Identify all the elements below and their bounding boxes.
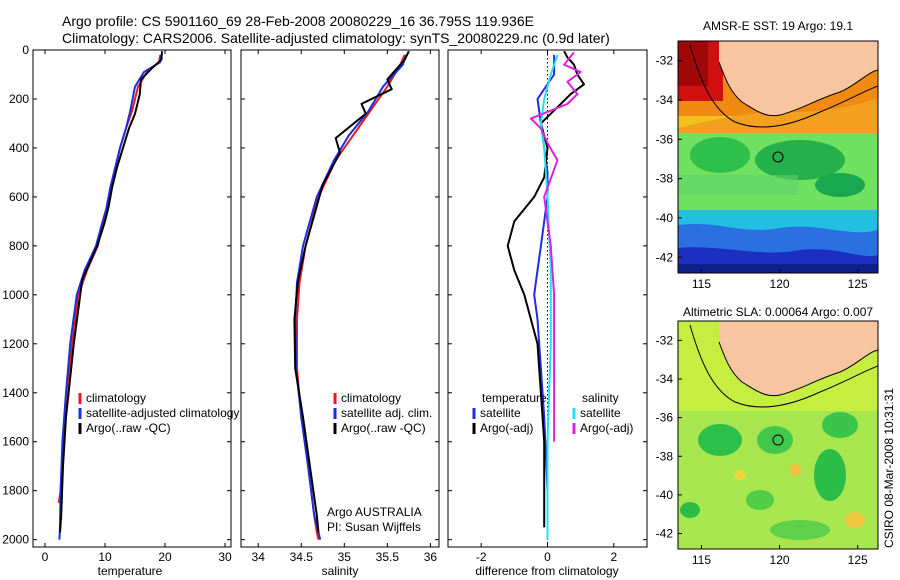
map-lat-tick-label: -32 — [656, 54, 674, 68]
temperature-ytick-label: 0 — [22, 43, 29, 57]
temperature-ytick-label: 600 — [9, 190, 29, 204]
salinity-legend-entry: Argo(..raw -QC) — [341, 421, 426, 435]
credit-argo: Argo AUSTRALIA — [327, 505, 422, 519]
temperature-xtick-label: 10 — [98, 550, 112, 564]
difference-panel: -2 0 2 difference from climatology tempera… — [447, 49, 648, 578]
sst-map-field — [678, 41, 878, 273]
difference-legend-salinity: satellite — [580, 406, 621, 420]
sst-argo-marker — [772, 151, 784, 163]
salinity-xlabel: salinity — [322, 564, 359, 578]
difference-legend-salinity: Argo(-adj) — [580, 421, 633, 435]
map-lon-tick-label: 115 — [692, 277, 711, 291]
temperature-ytick-label: 1400 — [2, 386, 29, 400]
difference-xtick-label: 0 — [544, 550, 551, 564]
salinity-panel: 34 34.5 35 35.5 36 salinity climatologysatel… — [240, 49, 440, 578]
temperature-ytick-label: 1600 — [2, 435, 29, 449]
difference-series-1 — [506, 50, 585, 528]
difference-xtick-label: -2 — [476, 550, 487, 564]
sla-map-title: Altimetric SLA: 0.00064 Argo: 0.007 — [683, 305, 873, 319]
sst-land-australia — [719, 41, 878, 116]
salinity-legend-entry: satellite adj. clim. — [341, 406, 432, 420]
temperature-series-0 — [57, 54, 162, 504]
temperature-ytick-label: 800 — [9, 239, 29, 253]
temperature-xtick-label: 30 — [218, 550, 232, 564]
map-lon-tick-label: 115 — [692, 553, 711, 567]
map-lat-tick-label: -34 — [656, 372, 674, 386]
credit-timestamp: CSIRO 08-Mar-2008 10:31:31 — [882, 388, 896, 548]
map-lon-tick-label: 120 — [770, 277, 790, 291]
temperature-legend-entry: satellite-adjusted climatology — [86, 406, 239, 420]
salinity-xtick-label: 34.5 — [290, 550, 314, 564]
sst-map: AMSR-E SST: 19 Argo: 19.1 115 120 125 -32 -3… — [656, 19, 879, 291]
map-lat-tick-label: -40 — [656, 211, 674, 225]
temperature-ytick-label: 1000 — [2, 288, 29, 302]
difference-legend-salinity: salinity — [582, 391, 619, 405]
temperature-ytick-label: 1200 — [2, 337, 29, 351]
temperature-ytick-label: 200 — [9, 92, 29, 106]
salinity-xtick-label: 35.5 — [376, 550, 400, 564]
difference-legend-temperature: temperature — [482, 391, 547, 405]
salinity-xtick-label: 34 — [252, 550, 266, 564]
credit-pi: PI: Susan Wijffels — [327, 520, 421, 534]
difference-legend-temperature: satellite — [480, 406, 521, 420]
salinity-series-0 — [296, 54, 406, 540]
temperature-legend-entry: climatology — [86, 391, 146, 405]
map-lat-tick-label: -42 — [656, 527, 674, 541]
map-lat-tick-label: -36 — [656, 411, 674, 425]
map-lon-tick-label: 125 — [848, 553, 868, 567]
temperature-panel: 0 10 20 30 0 200 400 600 800 1000 1200 1400 1600 1800… — [2, 43, 239, 578]
salinity-xtick-label: 36 — [424, 550, 438, 564]
difference-xlabel: difference from climatology — [475, 564, 618, 578]
map-lat-tick-label: -38 — [656, 449, 674, 463]
salinity-series-1 — [294, 54, 408, 540]
figure-title-line2: Climatology: CARS2006. Satellite-adjuste… — [62, 30, 610, 46]
map-lat-tick-label: -34 — [656, 93, 674, 107]
temperature-series-2 — [59, 51, 163, 533]
salinity-series-2 — [293, 50, 410, 533]
figure-title-line1: Argo profile: CS 5901160_69 28-Feb-2008 … — [62, 13, 534, 29]
sla-map-field — [678, 321, 878, 549]
salinity-legend-entry: climatology — [341, 391, 401, 405]
map-lat-tick-label: -40 — [656, 488, 674, 502]
difference-series-3 — [529, 51, 582, 442]
difference-xtick-label: 2 — [610, 550, 617, 564]
sla-land-australia — [719, 321, 878, 396]
temperature-axes-box — [32, 49, 232, 548]
map-lon-tick-label: 120 — [770, 553, 790, 567]
map-lat-tick-label: -36 — [656, 132, 674, 146]
temperature-xlabel: temperature — [98, 564, 163, 578]
map-lon-tick-label: 125 — [848, 277, 868, 291]
map-lat-tick-label: -42 — [656, 250, 674, 264]
difference-series-2 — [539, 54, 559, 540]
temperature-ytick-label: 400 — [9, 141, 29, 155]
salinity-xtick-label: 35 — [338, 550, 352, 564]
sst-map-title: AMSR-E SST: 19 Argo: 19.1 — [703, 19, 853, 33]
sla-argo-marker — [772, 434, 784, 446]
temperature-ytick-label: 2000 — [2, 533, 29, 547]
sla-map: Altimetric SLA: 0.00064 Argo: 0.007 115 1… — [656, 305, 896, 567]
salinity-axes-box — [240, 49, 440, 548]
temperature-ytick-label: 1800 — [2, 484, 29, 498]
temperature-xtick-label: 0 — [42, 550, 49, 564]
map-lat-tick-label: -32 — [656, 333, 674, 347]
temperature-legend-entry: Argo(..raw -QC) — [86, 421, 171, 435]
temperature-series-1 — [58, 54, 163, 540]
difference-series-0 — [533, 54, 556, 540]
difference-legend-temperature: Argo(-adj) — [480, 421, 533, 435]
map-lat-tick-label: -38 — [656, 172, 674, 186]
temperature-xtick-label: 20 — [158, 550, 172, 564]
